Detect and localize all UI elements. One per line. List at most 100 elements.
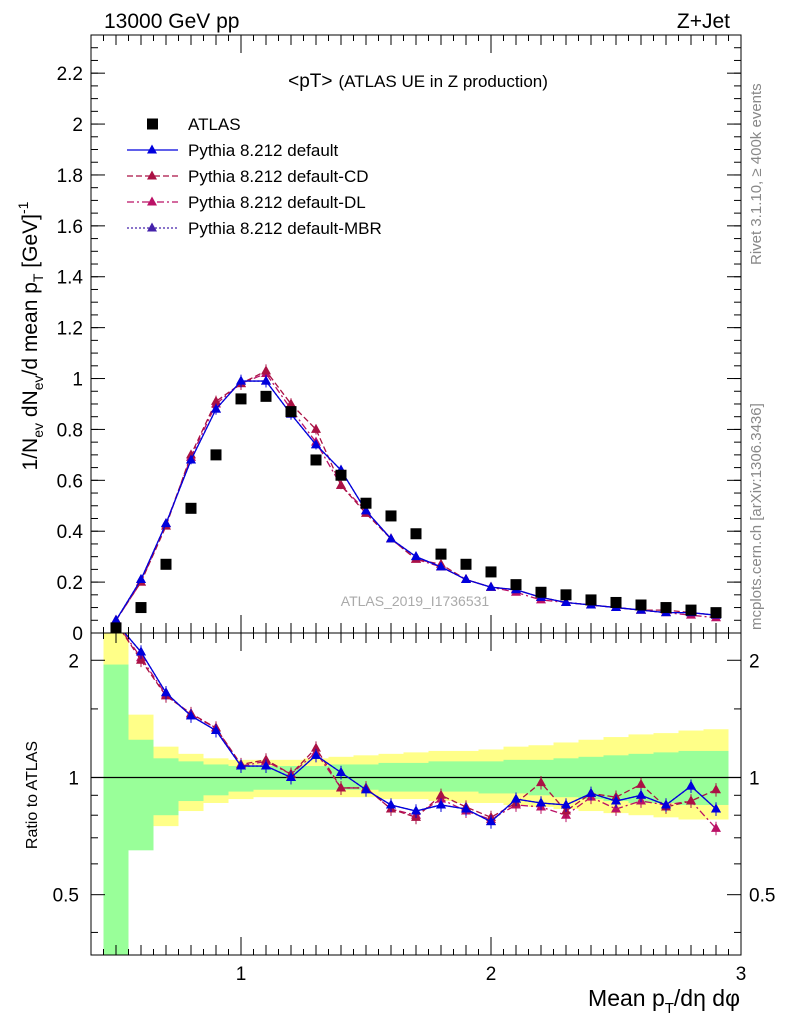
atlas-data-point [310, 454, 322, 466]
ratio-point [261, 754, 271, 764]
y-tick-label: 1 [72, 370, 83, 391]
atlas-data-point [710, 607, 722, 619]
data-point [311, 423, 321, 433]
legend-marker [147, 144, 157, 154]
data-point [336, 479, 346, 489]
ratio-point [386, 799, 396, 809]
analysis-watermark: ATLAS_2019_I1736531 [341, 593, 490, 609]
ratio-point [586, 787, 596, 797]
legend: ATLAS Pythia 8.212 default Pythia 8.212 de… [127, 115, 382, 238]
ratio-point [236, 760, 246, 770]
data-point [186, 454, 196, 464]
atlas-data-point [360, 497, 372, 509]
ratio-point [661, 799, 671, 809]
atlas-data-point [210, 449, 222, 461]
ratio-point [361, 784, 371, 794]
uncertainty-band-inner [153, 758, 179, 816]
atlas-data-point [585, 594, 597, 606]
ratio-point [261, 760, 271, 770]
ratio-point [411, 805, 421, 815]
atlas-data-point [510, 579, 522, 591]
uncertainty-band-inner [128, 739, 154, 851]
y-tick-label: 0.2 [57, 573, 83, 594]
data-point [311, 439, 321, 449]
ratio-point [186, 710, 196, 720]
main-axis-ticks: 0 0.2 0.4 0.6 0.8 1 1.2 1.4 1.6 1.8 2 2.2 [57, 34, 742, 645]
ratio-panel: 1 2 3 0.5 0.5 1 1 2 2 Ratio to ATLAS Mean pT/dη … [24, 632, 775, 1017]
legend-marker [147, 170, 157, 180]
data-point [561, 596, 571, 606]
atlas-data-point [485, 566, 497, 578]
data-point [211, 395, 221, 405]
y-tick-label: 1.4 [57, 268, 84, 289]
ratio-point [561, 799, 571, 809]
legend-marker [147, 196, 157, 206]
ratio-y-axis-label: Ratio to ATLAS [24, 741, 41, 849]
ratio-point [536, 797, 546, 807]
ratio-point [336, 782, 346, 792]
series-line [115, 372, 717, 621]
y-tick-label: 1.8 [57, 166, 83, 187]
ratio-point [461, 803, 471, 813]
x-tick-label: 1 [236, 964, 247, 985]
y-tick-label: 0.4 [57, 522, 84, 543]
ratio-plot-area [91, 633, 741, 955]
ratio-point [611, 795, 621, 805]
data-point [436, 561, 446, 571]
ratio-point [711, 822, 721, 832]
data-point [211, 403, 221, 413]
ratio-axis-ticks: 1 2 3 0.5 0.5 1 1 2 2 [53, 633, 775, 985]
rivet-info: Rivet 3.1.10, ≥ 400k events [748, 83, 765, 265]
data-point [161, 518, 171, 528]
series-line [115, 380, 717, 621]
data-point [411, 551, 421, 561]
ratio-point [686, 780, 696, 790]
data-point [236, 375, 246, 385]
ratio-point [686, 795, 696, 805]
data-point [111, 614, 121, 624]
atlas-data-point [610, 596, 622, 608]
ratio-point [136, 654, 146, 664]
y-tick-label: 0.6 [57, 471, 83, 492]
legend-label: Pythia 8.212 default-CD [188, 167, 369, 186]
data-point [261, 375, 271, 385]
ratio-point [611, 803, 621, 813]
legend-marker-atlas [147, 118, 158, 130]
uncertainty-band-inner [428, 761, 454, 792]
ratio-point [336, 766, 346, 776]
atlas-data-point [235, 393, 247, 405]
atlas-data-point [160, 558, 172, 570]
atlas-data-point [260, 390, 272, 402]
plot-title: <pT> (ATLAS UE in Z production) [288, 71, 548, 92]
uncertainty-band-inner [503, 759, 529, 794]
atlas-data-point [285, 406, 297, 418]
legend-marker [147, 222, 157, 232]
y-tick-label: 0 [72, 624, 83, 645]
data-point [136, 574, 146, 584]
data-point [286, 398, 296, 408]
ratio-point [436, 789, 446, 799]
atlas-data-point [335, 469, 347, 481]
main-y-axis-label: 1/Nev dNev/d mean pT [GeV]-1 [15, 201, 46, 470]
ratio-point [711, 803, 721, 813]
ratio-point [536, 777, 546, 787]
legend-label: Pythia 8.212 default [188, 141, 339, 160]
ratio-point [161, 687, 171, 697]
data-point [386, 533, 396, 543]
y-tick-label: 1.6 [57, 217, 83, 238]
y-tick-label: 0.8 [57, 420, 83, 441]
atlas-data-point [660, 602, 672, 614]
data-point [461, 574, 471, 584]
series-line [115, 380, 717, 621]
main-panel: 0 0.2 0.4 0.6 0.8 1 1.2 1.4 1.6 1.8 2 2.2 <pT> (ATLA… [15, 34, 742, 645]
legend-label: ATLAS [188, 115, 241, 134]
atlas-data-point [635, 599, 647, 611]
x-tick-label: 2 [486, 964, 497, 985]
atlas-data-point [460, 558, 472, 570]
ratio-point [136, 646, 146, 656]
atlas-data-point [560, 589, 572, 601]
ratio-point [286, 771, 296, 781]
uncertainty-band-inner [203, 764, 229, 796]
ratio-point [636, 778, 646, 788]
ratio-point [636, 789, 646, 799]
